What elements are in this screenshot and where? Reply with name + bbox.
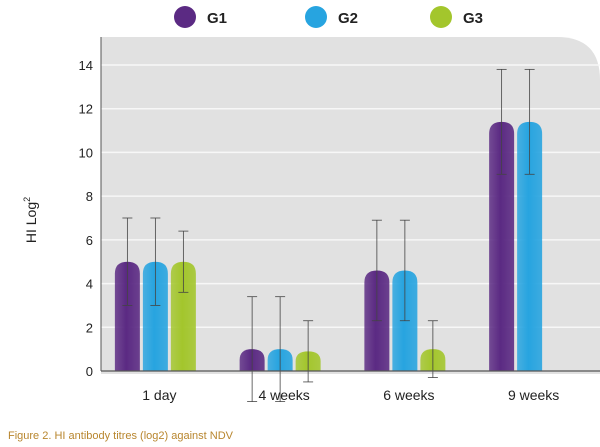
y-tick-label: 10 bbox=[79, 145, 93, 160]
y-axis-label: HI Log2 bbox=[22, 197, 39, 243]
x-category-label: 9 weeks bbox=[508, 387, 559, 403]
legend: G1 G2 G3 bbox=[174, 6, 483, 28]
legend-label-g2: G2 bbox=[338, 10, 358, 27]
legend-marker-g1 bbox=[174, 6, 196, 28]
y-tick-label: 6 bbox=[86, 233, 93, 248]
bar-g2-1-day bbox=[142, 261, 168, 371]
plot-background bbox=[101, 37, 600, 374]
y-axis-ticks: 0 2 4 6 8 10 12 14 bbox=[79, 58, 93, 379]
figure-caption: Figure 2. HI antibody titres (log2) agai… bbox=[8, 430, 233, 442]
legend-label-g3: G3 bbox=[463, 10, 483, 27]
gridlines bbox=[101, 64, 600, 329]
bars bbox=[114, 68, 543, 403]
y-tick-label: 4 bbox=[86, 277, 93, 292]
y-tick-label: 12 bbox=[79, 102, 93, 117]
y-axis-label-superscript: 2 bbox=[22, 197, 32, 202]
y-tick-label: 2 bbox=[86, 320, 93, 335]
x-category-label: 4 weeks bbox=[258, 387, 309, 403]
y-tick-label: 0 bbox=[86, 364, 93, 379]
bar-g1-9-weeks bbox=[489, 121, 515, 371]
legend-label-g1: G1 bbox=[207, 10, 227, 27]
bar-g1-1-day bbox=[114, 261, 140, 371]
y-tick-label: 14 bbox=[79, 58, 93, 73]
legend-marker-g2 bbox=[305, 6, 327, 28]
legend-marker-g3 bbox=[430, 6, 452, 28]
bar-g3-1-day bbox=[170, 261, 196, 371]
y-axis-label-main: HI Log bbox=[23, 202, 39, 243]
x-category-label: 6 weeks bbox=[383, 387, 434, 403]
x-axis-categories: 1 day 4 weeks 6 weeks 9 weeks bbox=[142, 387, 559, 403]
bar-g2-9-weeks bbox=[517, 121, 543, 371]
x-category-label: 1 day bbox=[142, 387, 176, 403]
y-tick-label: 8 bbox=[86, 189, 93, 204]
